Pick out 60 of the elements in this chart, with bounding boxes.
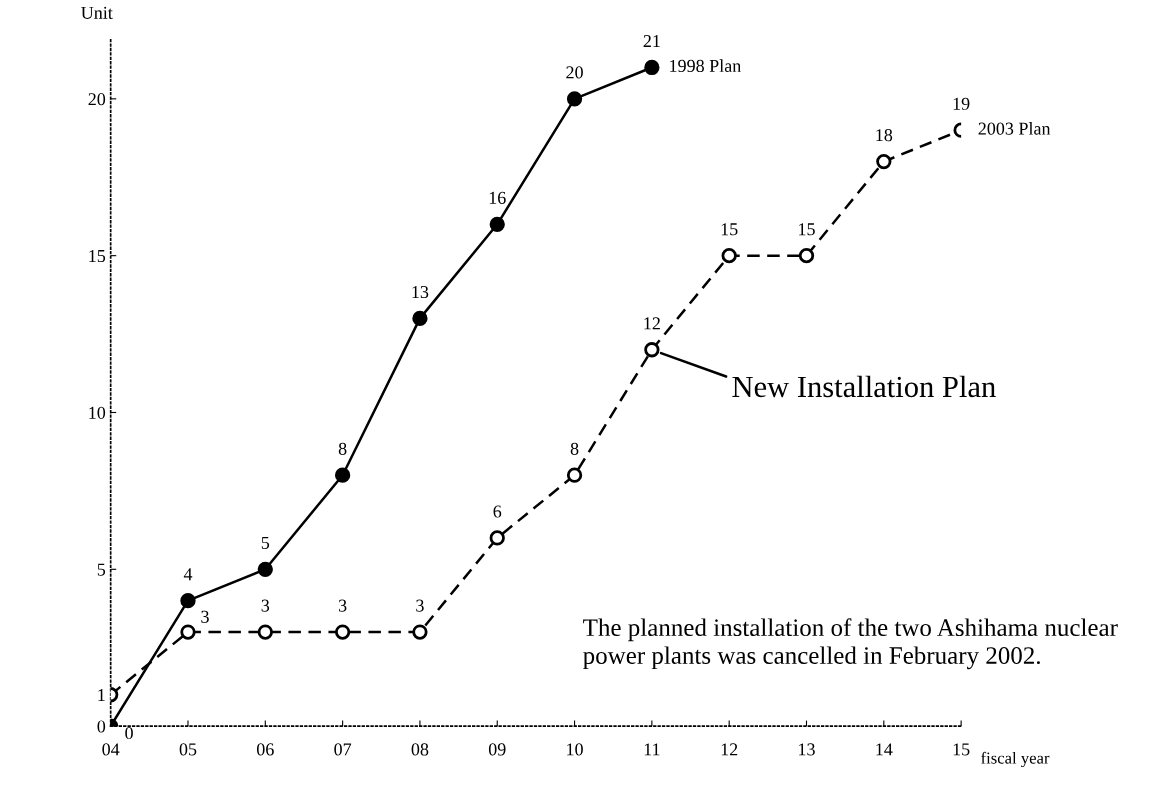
point	[798, 248, 815, 264]
series-label: 1998 Plan	[670, 59, 741, 72]
data-label: 18	[876, 129, 893, 142]
data-label: 3	[338, 599, 347, 612]
point	[876, 153, 892, 170]
series-label: 2003 Plan	[978, 122, 1051, 135]
data-label: 5	[261, 536, 270, 549]
x-tick-label: 13	[799, 743, 815, 756]
point	[489, 530, 505, 546]
x-tick-label: 07	[334, 743, 352, 756]
data-label: 16	[489, 191, 506, 204]
x-axis-title: fiscal year	[981, 751, 1050, 768]
x-tick-label: 11	[644, 743, 660, 756]
point	[257, 624, 273, 640]
data-label: 8	[570, 442, 579, 455]
x-tick-label: 04	[102, 743, 120, 756]
y-axis-title: Unit	[81, 6, 113, 19]
point	[644, 59, 660, 76]
x-tick-label: 15	[953, 743, 970, 756]
x-tick-label: 06	[256, 743, 274, 756]
point	[721, 248, 737, 264]
point	[334, 467, 351, 483]
point	[566, 467, 583, 483]
data-label: 6	[493, 505, 502, 518]
point	[489, 216, 505, 232]
point	[180, 593, 196, 609]
y-tick-label: 15	[89, 250, 106, 263]
data-label: 0	[125, 726, 133, 740]
point	[566, 91, 583, 107]
data-label: 21	[643, 35, 660, 47]
data-label: 3	[261, 599, 270, 612]
annotation: The planned installation of the two Ashihama nuclear power plants was cancelled in February 2002.	[583, 618, 1118, 670]
data-label: 8	[338, 442, 347, 455]
data-label: 12	[644, 317, 660, 330]
data-label: 20	[566, 66, 583, 79]
point	[412, 624, 428, 640]
y-tick-label: 1	[98, 689, 105, 702]
data-label: 3	[416, 599, 424, 612]
x-tick-label: 09	[488, 743, 506, 756]
y-tick-label: 10	[89, 406, 106, 419]
y-tick-label: 20	[88, 93, 106, 106]
point	[257, 561, 273, 577]
x-tick-label: 12	[721, 743, 738, 756]
y-tick-label: 5	[97, 563, 106, 576]
data-label: 13	[412, 285, 429, 299]
annotation: New Installation Plan	[732, 375, 996, 398]
point	[412, 310, 428, 327]
point	[180, 624, 196, 640]
data-label: 4	[183, 568, 193, 581]
x-tick-label: 14	[876, 743, 893, 756]
y-tick-label: 0	[97, 720, 106, 733]
data-label: 19	[953, 97, 970, 110]
point	[644, 342, 660, 358]
x-tick-label: 05	[179, 743, 197, 756]
data-label: 3	[201, 610, 209, 623]
x-tick-label: 08	[411, 743, 429, 756]
data-label: 15	[721, 223, 738, 236]
point	[334, 624, 351, 640]
data-label: 15	[799, 223, 815, 236]
x-tick-label: 10	[567, 743, 583, 756]
